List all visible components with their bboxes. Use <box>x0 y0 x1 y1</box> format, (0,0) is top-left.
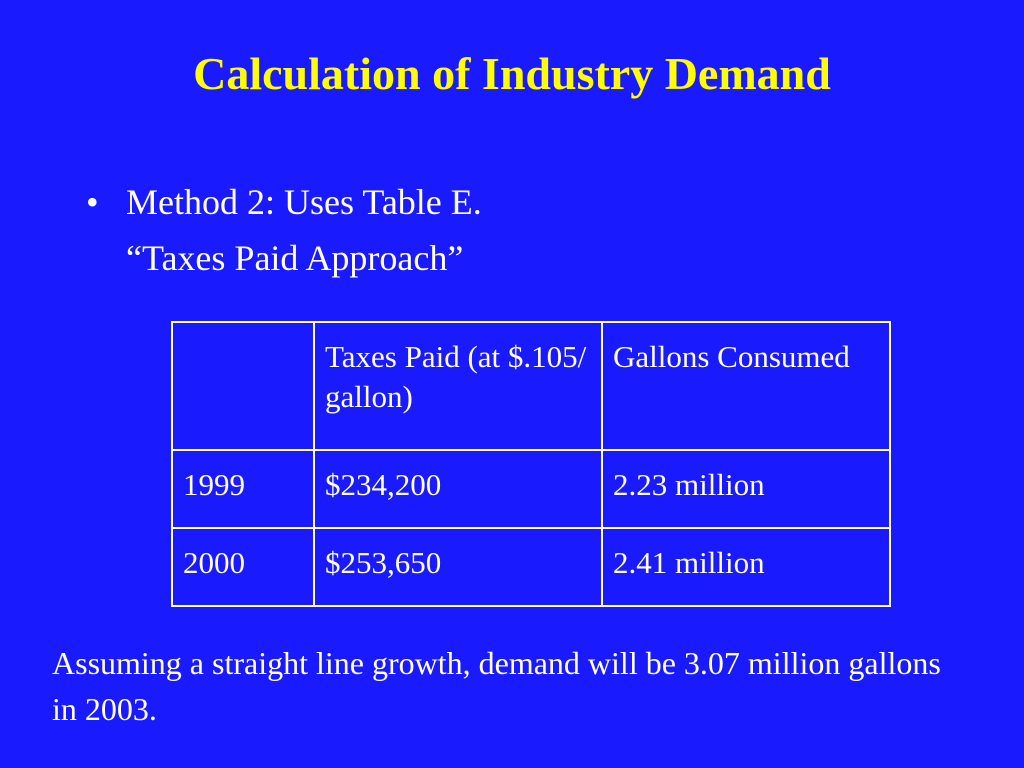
table-cell-year: 2000 <box>171 527 315 607</box>
bullet-block: • Method 2: Uses Table E. “Taxes Paid Ap… <box>86 174 482 286</box>
bullet-icon: • <box>86 182 99 222</box>
table-row: 1999 $234,200 2.23 million <box>171 449 891 529</box>
table-header-row: Taxes Paid (at $.105/ gallon) Gallons Co… <box>171 321 891 451</box>
bullet-item: • Method 2: Uses Table E. <box>86 174 482 230</box>
table-row: 2000 $253,650 2.41 million <box>171 527 891 607</box>
table-cell-year: 1999 <box>171 449 315 529</box>
table-header-cell: Gallons Consumed <box>601 321 891 451</box>
bullet-subtext: “Taxes Paid Approach” <box>126 238 464 278</box>
slide-title: Calculation of Industry Demand <box>193 48 831 99</box>
table-header-cell: Taxes Paid (at $.105/ gallon) <box>313 321 603 451</box>
table-header-cell <box>171 321 315 451</box>
table-cell-gallons: 2.23 million <box>601 449 891 529</box>
table-cell-gallons: 2.41 million <box>601 527 891 607</box>
taxes-table: Taxes Paid (at $.105/ gallon) Gallons Co… <box>171 321 891 607</box>
bullet-text: Method 2: Uses Table E. <box>126 182 482 222</box>
conclusion-text: Assuming a straight line growth, demand … <box>52 645 941 727</box>
table-cell-taxes: $253,650 <box>313 527 603 607</box>
table-cell-taxes: $234,200 <box>313 449 603 529</box>
